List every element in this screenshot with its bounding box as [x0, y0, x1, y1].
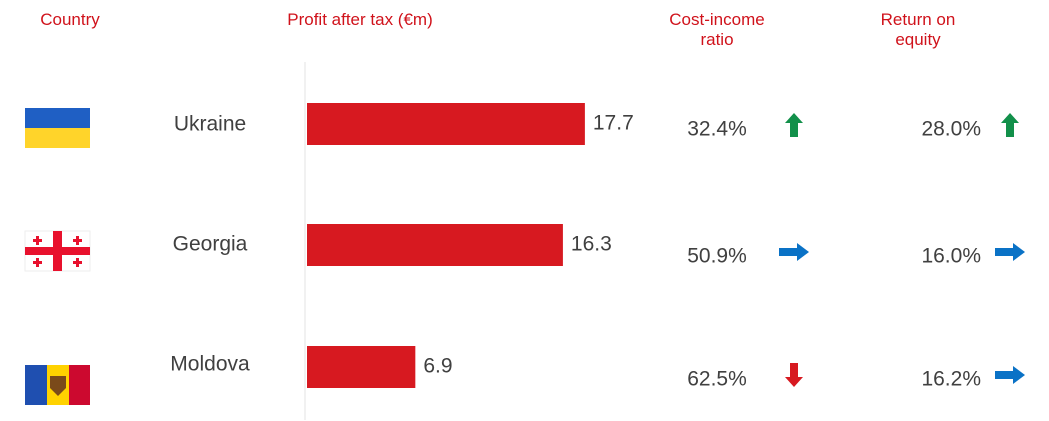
country-name: Moldova [170, 353, 250, 376]
flag-georgia [24, 230, 91, 272]
country-name: Georgia [173, 233, 248, 256]
arrow [785, 113, 803, 137]
cost-income-value: 32.4% [687, 118, 747, 141]
flag-ukraine [25, 108, 90, 148]
arrow [779, 243, 809, 261]
header-roe: Return on equity [880, 10, 956, 49]
country-name: Ukraine [174, 113, 246, 136]
cost-income-value: 50.9% [687, 245, 747, 268]
arrow [995, 366, 1025, 384]
roe-value: 28.0% [921, 118, 981, 141]
arrow [785, 363, 803, 387]
arrow [995, 243, 1025, 261]
cost-income-value: 62.5% [687, 368, 747, 391]
bar-value-label: 17.7 [593, 112, 634, 135]
bar [307, 346, 416, 388]
roe-value: 16.0% [921, 245, 981, 268]
roe-value: 16.2% [921, 368, 981, 391]
header-country: Country [40, 10, 100, 29]
header-profit: Profit after tax (€m) [287, 10, 433, 29]
header-cost-income: Cost-income ratio [669, 10, 765, 49]
bar [307, 103, 585, 145]
bar-value-label: 6.9 [423, 355, 452, 378]
arrow [1001, 113, 1019, 137]
flag-moldova [25, 365, 90, 405]
bar-value-label: 16.3 [571, 233, 612, 256]
bar [307, 224, 563, 266]
